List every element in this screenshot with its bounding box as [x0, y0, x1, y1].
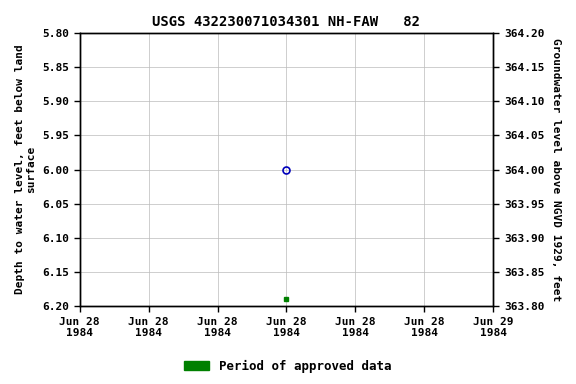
- Y-axis label: Depth to water level, feet below land
surface: Depth to water level, feet below land su…: [15, 45, 37, 295]
- Title: USGS 432230071034301 NH-FAW   82: USGS 432230071034301 NH-FAW 82: [153, 15, 420, 29]
- Legend: Period of approved data: Period of approved data: [179, 355, 397, 378]
- Y-axis label: Groundwater level above NGVD 1929, feet: Groundwater level above NGVD 1929, feet: [551, 38, 561, 301]
